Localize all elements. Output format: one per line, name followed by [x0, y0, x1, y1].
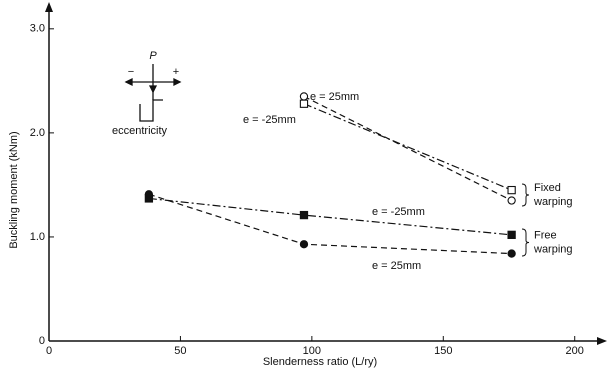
series-line — [148, 193, 512, 255]
inset-minus: − — [128, 66, 134, 78]
marker — [507, 196, 516, 205]
x-tick-label: 0 — [46, 345, 52, 357]
brace — [521, 228, 530, 257]
series-line — [303, 103, 512, 191]
x-tick-label: 150 — [434, 345, 452, 357]
x-tick-label: 50 — [174, 345, 186, 357]
group-label: Free — [534, 229, 557, 241]
group-label: Fixed — [534, 182, 561, 194]
series-label: e = 25mm — [372, 260, 421, 272]
inset-plus: + — [173, 66, 179, 78]
series-label: e = -25mm — [372, 206, 425, 218]
marker — [299, 210, 309, 220]
inset-load: P — [149, 50, 157, 62]
y-tick-label: 1.0 — [30, 231, 45, 243]
marker — [299, 240, 309, 249]
inset-label: eccentricity — [112, 125, 168, 137]
marker — [507, 185, 516, 195]
series-line — [303, 95, 512, 202]
x-axis-arrow — [597, 337, 607, 345]
series-label: e = 25mm — [310, 91, 359, 103]
marker — [299, 99, 309, 108]
y-axis-arrow — [45, 2, 53, 12]
y-tick-label: 2.0 — [30, 127, 45, 139]
x-tick-label: 100 — [303, 345, 321, 357]
series-line — [148, 197, 512, 236]
marker — [507, 230, 516, 240]
inset-diagram — [124, 64, 182, 122]
group-label: warping — [533, 196, 573, 208]
marker — [144, 190, 154, 199]
x-tick-label: 200 — [566, 345, 584, 357]
y-tick-label: 3.0 — [30, 23, 45, 35]
group-label: warping — [533, 243, 573, 255]
series-label: e = -25mm — [243, 114, 296, 126]
brace — [521, 183, 530, 207]
x-axis-label: Slenderness ratio (L/ry) — [263, 356, 377, 368]
y-tick-label: 0 — [39, 335, 45, 347]
y-axis-label: Buckling moment (kNm) — [8, 131, 20, 248]
marker — [299, 92, 309, 101]
marker — [507, 249, 516, 258]
